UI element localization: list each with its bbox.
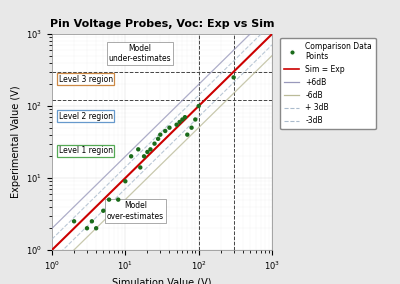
Point xyxy=(192,117,198,122)
Point xyxy=(151,141,158,146)
Point xyxy=(71,219,77,224)
Text: Level 2 region: Level 2 region xyxy=(59,112,113,121)
Point xyxy=(137,165,144,170)
Point xyxy=(115,197,122,202)
Point xyxy=(176,120,183,124)
Point xyxy=(147,147,154,152)
Text: Level 1 region: Level 1 region xyxy=(59,146,113,155)
Point xyxy=(196,104,202,108)
Point xyxy=(106,197,112,202)
Point xyxy=(84,226,90,231)
Point xyxy=(155,137,161,141)
Point xyxy=(188,126,195,130)
Text: Model
over-estimates: Model over-estimates xyxy=(107,201,164,221)
Point xyxy=(184,132,190,137)
Text: Model
under-estimates: Model under-estimates xyxy=(109,44,171,63)
Point xyxy=(122,179,128,183)
Point xyxy=(93,226,99,231)
Point xyxy=(230,75,237,80)
Y-axis label: Experimental Value (V): Experimental Value (V) xyxy=(11,86,21,198)
Point xyxy=(100,208,106,213)
Point xyxy=(173,122,180,127)
X-axis label: Simulation Value (V): Simulation Value (V) xyxy=(112,277,212,284)
Point xyxy=(182,115,188,120)
Point xyxy=(179,117,186,122)
Point xyxy=(128,154,134,158)
Point xyxy=(144,150,151,154)
Point xyxy=(135,147,142,152)
Title: Pin Voltage Probes, Voc: Exp vs Sim: Pin Voltage Probes, Voc: Exp vs Sim xyxy=(50,19,274,29)
Point xyxy=(157,132,164,137)
Legend: Comparison Data
Points, Sim = Exp, +6dB, -6dB, + 3dB, -3dB: Comparison Data Points, Sim = Exp, +6dB,… xyxy=(280,38,376,129)
Point xyxy=(89,219,95,224)
Text: Level 3 region: Level 3 region xyxy=(59,75,113,84)
Point xyxy=(141,154,147,158)
Point xyxy=(166,126,173,130)
Point xyxy=(162,129,168,133)
